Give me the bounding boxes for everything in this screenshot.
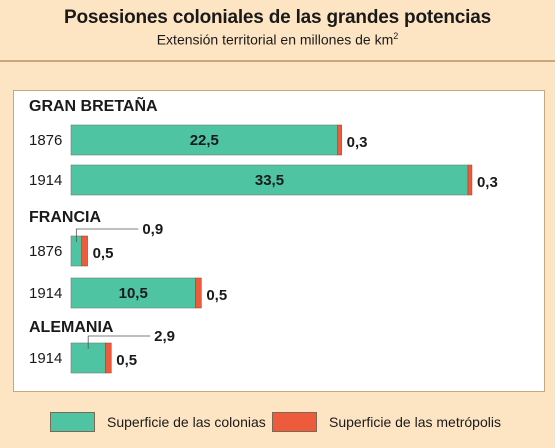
value-label-colonias: 33,5 (255, 172, 284, 189)
country-heading: ALEMANIA (29, 319, 114, 336)
value-label-metropolis: 0,3 (477, 174, 498, 191)
chart-header: Posesiones coloniales de las grandes pot… (0, 0, 555, 62)
value-label-colonias: 10,5 (119, 285, 148, 302)
year-label: 1914 (29, 285, 62, 302)
subtitle-text: Extensión territorial en millones de km (156, 31, 394, 48)
value-label-metropolis: 0,5 (206, 287, 227, 304)
legend-swatch-metropolis (272, 412, 317, 432)
year-label: 1876 (29, 132, 62, 149)
value-label-metropolis: 0,5 (116, 352, 137, 369)
subtitle-superscript: 2 (393, 31, 399, 41)
bar-metropolis (467, 164, 473, 196)
country-heading: FRANCIA (29, 209, 101, 226)
year-label: 1914 (29, 172, 62, 189)
bar-metropolis (105, 342, 112, 374)
year-label: 1876 (29, 243, 62, 260)
bar-colonias (70, 164, 469, 196)
value-label-colonias: 2,9 (154, 328, 175, 345)
chart-title: Posesiones coloniales de las grandes pot… (64, 7, 491, 28)
legend-label-metropolis: Superficie de las metrópolis (329, 414, 501, 430)
bar-metropolis (337, 124, 342, 156)
country-heading: GRAN BRETAÑA (29, 95, 158, 115)
legend-item-colonias: Superficie de las colonias (50, 410, 266, 434)
bar-metropolis (195, 277, 202, 309)
value-label-metropolis: 0,3 (347, 134, 368, 151)
value-label-metropolis: 0,5 (93, 245, 114, 262)
value-label-colonias: 0,9 (142, 221, 163, 238)
value-label-colonias: 22,5 (190, 132, 219, 149)
year-label: 1914 (29, 350, 62, 367)
legend-item-metropolis: Superficie de las metrópolis (272, 410, 501, 434)
bar-colonias (70, 277, 196, 309)
callout-leader (75, 228, 139, 242)
legend-label-colonias: Superficie de las colonias (107, 414, 266, 430)
bar-colonias (70, 124, 338, 156)
callout-leader (87, 335, 151, 349)
chart-subtitle: Extensión territorial en millones de km2 (0, 31, 555, 48)
legend-swatch-colonias (50, 412, 95, 432)
bar-metropolis (81, 235, 88, 267)
